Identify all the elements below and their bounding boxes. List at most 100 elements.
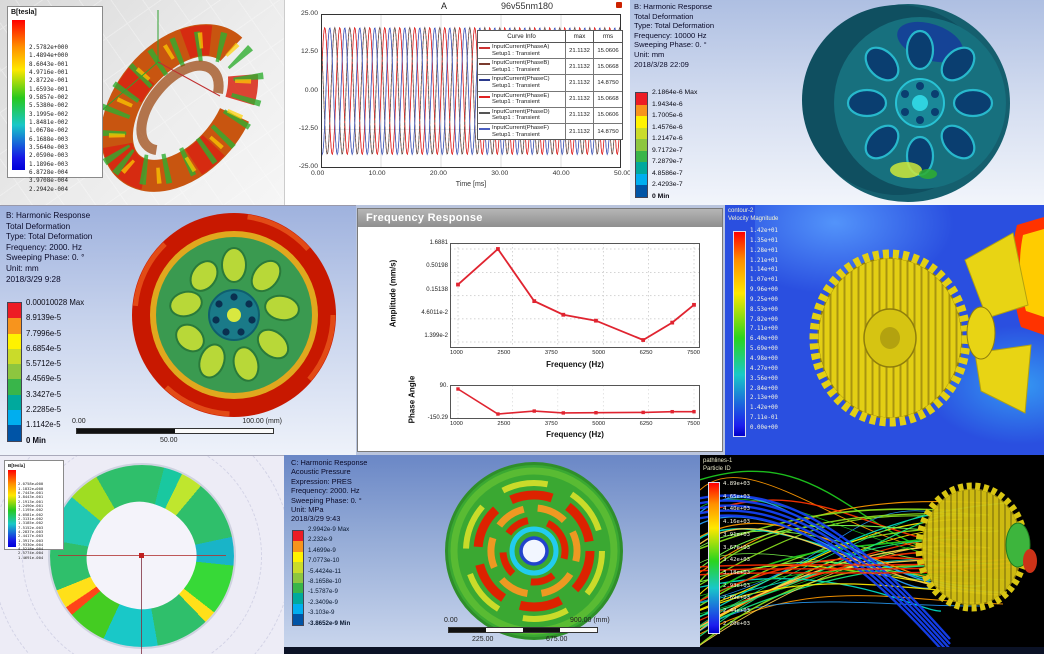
info-line: Expression: PRES <box>291 476 352 486</box>
panel-maxwell-ring-flux[interactable]: B[tesla] 2.0758e+000 1.1832e+000 6.7443e-0… <box>0 455 284 654</box>
phase-x-ticks: 1000 2500 3750 5000 6250 7500 <box>450 421 700 427</box>
x-tick: 6250 <box>639 350 653 356</box>
color-band <box>8 379 21 395</box>
legend-value: 2.0590e-003 <box>29 153 69 160</box>
motor-3d-viewport[interactable] <box>70 0 284 205</box>
y-axis-ticks: 25.00 12.50 0.00 -12.50 -25.00 <box>285 10 318 170</box>
panel-cfd-velocity[interactable]: contour-2 Velocity Magnitude 1.42e+01 1.3… <box>725 205 1044 455</box>
legend-value: 3.42e+03 <box>723 557 750 564</box>
legend-value: 1.0678e-002 <box>29 128 69 135</box>
color-band <box>293 593 303 604</box>
ruler-min: 0.00 <box>72 418 86 425</box>
legend-title-line: pathlines-1 <box>703 458 733 464</box>
series-color-swatch <box>479 79 490 82</box>
ruler-min: 0.00 <box>444 617 458 624</box>
color-band <box>8 425 21 441</box>
legend-value: 9.5857e-002 <box>29 94 69 101</box>
info-line: C: Harmonic Response <box>291 458 368 467</box>
curve-info-table[interactable]: Curve Info max rms InputCurrent(PhaseA) … <box>477 30 623 141</box>
legend-value: 2.5774e-004 <box>18 550 44 556</box>
info-line: Unit: MPa <box>291 505 324 515</box>
fan-gear-viewport[interactable] <box>785 205 1044 455</box>
legend-value: 3.18e+03 <box>723 569 750 576</box>
color-scale-bar <box>12 20 25 170</box>
legend-value: 3.8443e-001 <box>18 494 44 500</box>
legend-title: B[tesla] <box>8 463 25 468</box>
series-setup: Setup1 : Transient <box>492 115 540 122</box>
y-tick: -150.29 <box>427 415 448 421</box>
legend-value: 2.1913e-001 <box>18 498 44 504</box>
disc-viewport[interactable] <box>429 457 639 647</box>
color-band <box>636 173 647 185</box>
ruler-segment <box>560 628 597 632</box>
info-line: Total Deformation <box>6 221 71 231</box>
legend-value: 2.9942e-9 Max <box>308 526 350 533</box>
color-band <box>8 348 21 365</box>
bottom-edge-strip <box>284 647 1044 654</box>
legend-value: 8.53e+00 <box>750 306 778 313</box>
scale-ruler: 0.00 100.00 (mm) 50.00 <box>72 418 282 448</box>
legend-value: 1.3917e-003 <box>18 537 44 543</box>
panel-harmonic-response-2000hz[interactable]: B: Harmonic Response Total Deformation Typ… <box>0 205 356 455</box>
series-name: InputCurrent(PhaseE) <box>492 92 550 99</box>
panel-maxwell-3d-flux[interactable]: B[tesla] 2.5782e+000 1.4894e+000 8.6043e-0… <box>0 0 284 205</box>
legend-value: 3.1995e-002 <box>29 111 69 118</box>
flux-legend: B[tesla] 2.0758e+000 1.1832e+000 6.7443e-0… <box>4 460 64 560</box>
wheel-3d-viewport[interactable] <box>108 208 356 426</box>
legend-value: -3.103e-9 <box>308 609 335 617</box>
x-tick: 30.00 <box>491 170 509 177</box>
panel-input-currents-plot[interactable]: A 96v55nm180 Y1 [A] 25.0012.500.00-12.50… <box>284 0 630 205</box>
color-band <box>636 162 647 174</box>
legend-value: 4.5218e-004 <box>18 546 44 552</box>
legend-value: 0 Min <box>652 192 670 200</box>
info-line: Acoustic Pressure <box>291 467 351 477</box>
contour-color-bands <box>7 302 22 442</box>
info-line: B: Harmonic Response <box>6 211 91 220</box>
color-scale-bar <box>733 231 746 437</box>
series-max: 21.1132 <box>566 75 594 91</box>
x-tick: 5000 <box>592 421 606 427</box>
panel-particle-pathlines[interactable]: pathlines-1 Particle ID 4.89e+03 4.65e+03… <box>700 455 1044 654</box>
ruler-segment <box>175 429 273 433</box>
legend-value: 0 Min <box>26 435 46 445</box>
legend-value: 9.25e+00 <box>750 296 778 303</box>
legend-values: 2.5782e+000 1.4894e+000 8.6043e-001 4.9716e… <box>29 19 68 194</box>
wheel-3d-viewport[interactable] <box>780 2 1044 205</box>
amplitude-plot-area[interactable] <box>450 243 700 348</box>
panel-acoustic-pressure[interactable]: C: Harmonic Response Acoustic Pressure Exp… <box>284 455 700 654</box>
info-line: 2018/3/28 22:09 <box>634 59 689 69</box>
plot-corner-label: A <box>441 1 448 11</box>
legend-value: 7.9330e-004 <box>18 541 44 547</box>
legend-value: 4.89e+03 <box>723 481 750 487</box>
table-header: Curve Info max rms <box>478 31 622 43</box>
y-tick: 12.50 <box>300 48 318 56</box>
window-title-bar[interactable]: Frequency Response <box>358 209 722 227</box>
table-row: InputCurrent(PhaseB) Setup1 : Transient … <box>478 59 622 76</box>
color-band <box>293 572 303 583</box>
x-tick: 10.00 <box>368 170 386 177</box>
x-tick: 0.00 <box>311 170 325 177</box>
color-band <box>8 394 21 411</box>
window-title: Frequency Response <box>366 212 483 224</box>
legend-value: 2.232e-9 <box>308 536 333 544</box>
legend-value: 1.8481e-002 <box>29 119 69 126</box>
amplitude-x-label: Frequency (Hz) <box>546 360 604 369</box>
legend-value: 9.7172e-7 <box>652 146 683 154</box>
legend-title-line: Particle ID <box>703 465 731 472</box>
legend-value: 9.96e+00 <box>750 287 778 294</box>
table-row: InputCurrent(PhaseD) Setup1 : Transient … <box>478 107 622 124</box>
series-color-swatch <box>479 63 490 66</box>
ruler-segment <box>449 628 486 632</box>
legend-value: 1.4576e-6 <box>652 123 683 131</box>
ruler-segment <box>77 429 175 433</box>
info-line: Sweeping Phase: 0. ° <box>6 253 85 263</box>
origin-marker <box>139 553 144 558</box>
phase-plot-area[interactable] <box>450 385 700 419</box>
ruler-q1: 225.00 <box>472 636 494 643</box>
info-line: 2018/3/29 9:28 <box>6 274 61 284</box>
legend-values: 2.0758e+000 1.1832e+000 6.7443e-001 3.8443e… <box>18 470 43 561</box>
info-line: B: Harmonic Response <box>634 2 713 11</box>
legend-value: 4.27e+00 <box>750 365 778 372</box>
legend-value: 1.42e+00 <box>750 405 778 412</box>
panel-harmonic-response-10000hz[interactable]: B: Harmonic Response Total Deformation Typ… <box>630 0 1044 205</box>
